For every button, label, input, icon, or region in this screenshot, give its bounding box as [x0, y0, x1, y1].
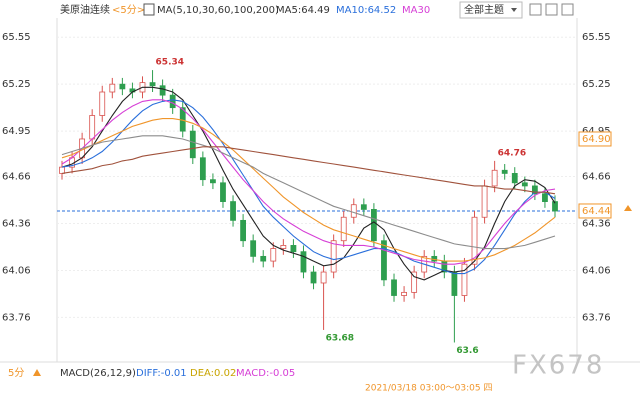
- theme-dropdown[interactable]: [459, 1, 523, 19]
- symbol: 美原油连续: [60, 3, 110, 16]
- ma-line: [61, 118, 556, 262]
- ma30-label: MA30: [402, 5, 430, 16]
- icon-button[interactable]: [529, 3, 542, 16]
- candle-body: [481, 185, 488, 218]
- candle-body: [391, 279, 397, 296]
- candle-body: [531, 185, 538, 195]
- y-tick-label-right: 65.55: [582, 32, 611, 43]
- candle-body: [491, 169, 498, 187]
- price-marker-label: 64.44: [582, 206, 611, 217]
- candle-body: [270, 248, 277, 262]
- y-tick-label-right: 64.06: [582, 265, 611, 276]
- candle-body: [260, 255, 267, 262]
- ma5-label: MA5:64.49: [276, 5, 330, 16]
- dropdown-arrow: [511, 8, 517, 12]
- candle-body: [370, 209, 377, 242]
- y-tick-label: 64.95: [2, 126, 31, 137]
- y-tick-label-right: 64.66: [582, 172, 611, 183]
- ma-line: [61, 99, 556, 275]
- y-tick-label: 65.25: [2, 79, 31, 90]
- candle-body: [169, 94, 176, 109]
- ma-line: [61, 146, 556, 195]
- low-label: 63.6: [456, 346, 478, 356]
- price-marker-box: [578, 131, 612, 147]
- icon-button[interactable]: [545, 3, 558, 16]
- ma-params: MA(5,10,30,60,100,200): [157, 5, 279, 16]
- y-tick-label-right: 65.25: [582, 79, 611, 90]
- candle-body: [521, 182, 528, 187]
- candle-body: [451, 271, 458, 296]
- candle-body: [240, 219, 247, 242]
- candle-body: [401, 291, 407, 296]
- candle-body: [552, 201, 558, 212]
- candle-body: [542, 193, 548, 202]
- ma-line: [61, 135, 556, 250]
- candle-body: [230, 201, 236, 221]
- ma-icon: [143, 3, 155, 16]
- macd-diff: DIFF:-0.01: [136, 368, 187, 379]
- candle-body: [320, 271, 327, 284]
- high-label: 64.76: [498, 148, 526, 158]
- time-label: 2021/03/18 03:00～03:05 四: [365, 384, 492, 394]
- candle-body: [109, 83, 116, 93]
- footer-period: 5分: [8, 367, 24, 379]
- candle-body: [461, 263, 468, 296]
- candle-body: [149, 82, 156, 87]
- candle-body: [210, 179, 216, 184]
- ma10-label: MA10:64.52: [336, 5, 396, 16]
- y-tick-label: 63.76: [2, 312, 31, 323]
- candle-body: [501, 169, 508, 174]
- low-label: 63.68: [326, 333, 354, 343]
- macd-dea: DEA:0.02: [190, 368, 236, 379]
- candle-body: [89, 115, 96, 140]
- candle-body: [350, 204, 357, 218]
- y-tick-label: 64.36: [2, 219, 31, 230]
- macd-params: MACD(26,12,9): [60, 368, 136, 379]
- candle-body: [340, 216, 347, 242]
- candle-body: [290, 245, 297, 253]
- price-marker-box: [578, 203, 612, 219]
- candle-body: [280, 245, 287, 249]
- candle-body: [310, 271, 317, 284]
- y-tick-label-right: 63.76: [582, 312, 611, 323]
- ma-line: [61, 86, 556, 281]
- candle-body: [220, 182, 226, 202]
- y-tick-label: 64.06: [2, 265, 31, 276]
- candle-body: [381, 240, 387, 281]
- y-tick-label: 65.55: [2, 32, 31, 43]
- candle-body: [159, 85, 166, 96]
- theme-text: 全部主题: [464, 3, 504, 16]
- icon-button[interactable]: [561, 3, 574, 16]
- y-tick-label: 64.66: [2, 172, 31, 183]
- candle-body: [330, 240, 337, 273]
- candle-body: [119, 83, 126, 90]
- period: <5分>: [112, 4, 145, 16]
- price-arrow: [624, 205, 632, 211]
- price-marker-label: 64.90: [582, 134, 611, 145]
- candle-body: [189, 130, 196, 159]
- candle-body: [411, 271, 418, 293]
- candle-body: [250, 240, 257, 257]
- period-arrow[interactable]: [33, 369, 41, 376]
- macd-value: MACD:-0.05: [236, 368, 295, 379]
- candle-body: [360, 204, 367, 210]
- candle-body: [300, 251, 307, 273]
- candle-body: [511, 173, 518, 184]
- candle-body: [471, 216, 478, 265]
- y-tick-label-right: 64.36: [582, 219, 611, 230]
- high-label: 65.34: [156, 58, 184, 68]
- ma-line: [61, 99, 556, 265]
- candle-body: [59, 166, 65, 174]
- watermark: FX678: [512, 351, 604, 381]
- candle-body: [99, 91, 106, 116]
- candle-body: [199, 157, 206, 181]
